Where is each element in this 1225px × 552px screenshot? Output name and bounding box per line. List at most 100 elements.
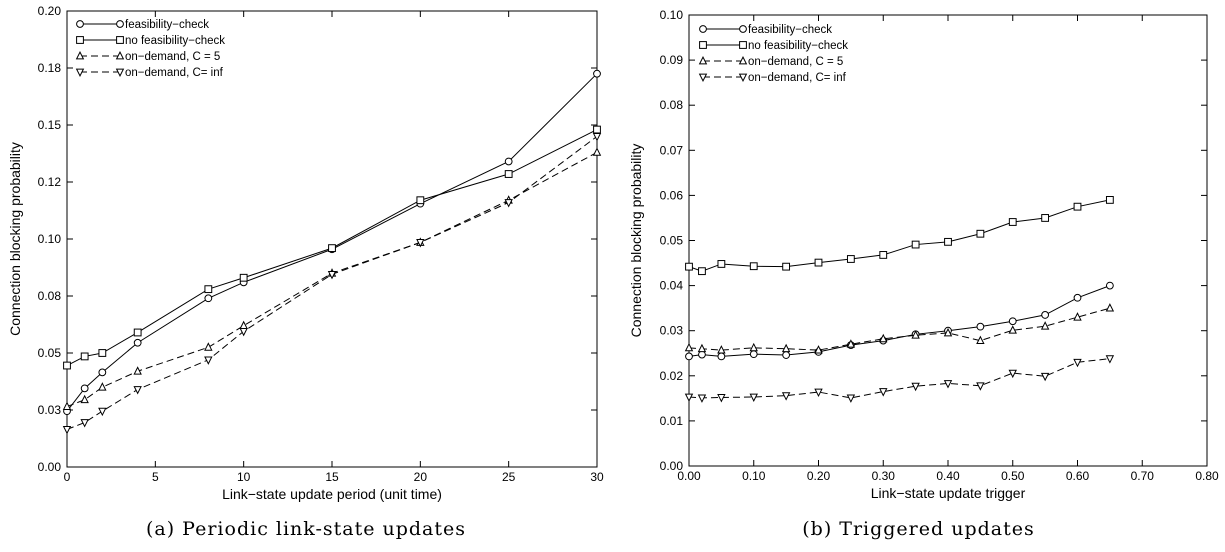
data-point (80, 384, 89, 393)
y-tick-label: 0.05 (38, 346, 62, 360)
y-tick-label: 0.05 (660, 234, 684, 248)
data-point (1040, 372, 1050, 382)
chart-b-x-axis: 0.00 0.10 0.20 0.30 0.40 0.50 0.60 0.70 0.80 (677, 15, 1219, 483)
y-tick-label: 0.06 (660, 188, 684, 202)
chart-panel-b: 0.00 0.10 0.20 0.30 0.40 0.50 0.60 0.70 0.80 0.00… (612, 0, 1225, 552)
legend-marker (738, 55, 748, 65)
data-point (943, 327, 953, 337)
data-point (593, 125, 601, 134)
chart-b-series-2 (685, 196, 1114, 276)
y-tick-label: 0.20 (38, 4, 62, 18)
data-point (976, 335, 985, 345)
y-tick-label: 0.04 (660, 279, 684, 293)
y-tick-label: 0.12 (38, 175, 62, 189)
data-point (1073, 312, 1082, 321)
x-tick-label: 0.00 (677, 469, 701, 483)
data-point (80, 352, 89, 361)
y-tick-label: 0.15 (38, 118, 62, 132)
data-point (781, 392, 791, 401)
chart-a-x-axis: 0 5 10 15 20 25 30 (64, 11, 604, 484)
data-point (1105, 281, 1114, 290)
series-line (688, 358, 1110, 399)
data-point (328, 244, 336, 253)
data-point (1105, 303, 1115, 312)
x-tick-label: 30 (590, 470, 604, 484)
data-point (1073, 202, 1082, 211)
chart-b-x-axis-title: Link−state update trigger (871, 485, 1026, 501)
legend-marker (739, 41, 747, 49)
y-tick-label: 0.07 (660, 143, 684, 157)
data-point (685, 262, 693, 271)
data-point (98, 382, 107, 391)
data-point (204, 285, 213, 294)
legend-marker (116, 20, 124, 28)
legend-label: feasibility−check (748, 24, 832, 36)
legend-label: no feasibility−check (748, 40, 848, 52)
data-point (846, 255, 855, 263)
data-point (416, 196, 425, 205)
data-point (80, 419, 89, 428)
data-point (698, 267, 706, 276)
data-point (1105, 196, 1114, 204)
legend-label: on−demand, C = 5 (748, 56, 843, 68)
x-tick-label: 5 (152, 470, 159, 484)
legend-marker (75, 50, 85, 60)
legend-marker (738, 73, 748, 83)
data-point (1073, 358, 1082, 368)
x-tick-label: 0.50 (1001, 469, 1025, 483)
y-tick-label: 0.10 (660, 8, 684, 22)
legend-marker (699, 25, 707, 33)
data-point (846, 339, 856, 348)
chart-b-caption: (b) Triggered updates (802, 518, 1035, 540)
data-point (911, 330, 920, 339)
data-point (1008, 218, 1017, 226)
legend-marker (698, 73, 708, 83)
data-point (133, 338, 142, 347)
series-line (688, 285, 1111, 357)
data-point (846, 394, 856, 403)
data-point (239, 327, 248, 337)
legend-marker (699, 41, 707, 49)
data-point (782, 262, 791, 271)
data-point (749, 393, 758, 403)
chart-panel-a: 0 5 10 15 20 25 30 0.00 0.03 0.05 0.08 0.10 0.12 0.15… (0, 0, 612, 552)
x-tick-label: 20 (414, 470, 428, 484)
x-tick-label: 15 (325, 470, 339, 484)
data-point (1040, 321, 1050, 330)
chart-a-y-axis-title: Connection blocking probability (7, 142, 23, 336)
y-tick-label: 0.00 (660, 459, 684, 473)
x-tick-label: 10 (237, 470, 251, 484)
series-line (66, 151, 598, 408)
chart-b-y-axis-title: Connection blocking probability (628, 144, 644, 338)
y-tick-label: 0.08 (660, 98, 684, 112)
data-point (879, 333, 888, 343)
data-point (133, 366, 142, 375)
legend-marker (115, 68, 125, 78)
data-point (717, 345, 726, 354)
legend-marker (739, 25, 747, 33)
data-point (698, 350, 706, 359)
data-point (814, 345, 823, 354)
series-line (66, 129, 598, 366)
x-tick-label: 0.10 (742, 469, 766, 483)
data-point (1008, 369, 1017, 379)
y-tick-label: 0.09 (660, 53, 684, 67)
data-point (1008, 317, 1017, 326)
data-point (749, 350, 758, 359)
data-point (976, 229, 985, 238)
chart-a-y-axis: 0.00 0.03 0.05 0.08 0.10 0.12 0.15 0.18 0.20 (38, 4, 597, 474)
y-tick-label: 0.18 (38, 61, 62, 75)
y-tick-label: 0.03 (660, 324, 684, 338)
data-point (504, 170, 513, 178)
data-point (782, 351, 791, 359)
y-tick-label: 0.10 (38, 232, 62, 246)
data-point (204, 356, 213, 365)
x-tick-label: 25 (502, 470, 516, 484)
data-point (98, 407, 107, 417)
legend-label: on−demand, C = 5 (125, 51, 220, 63)
series-line (66, 135, 598, 430)
data-point (1105, 355, 1115, 364)
legend-label: on−demand, C= inf (748, 72, 847, 84)
y-tick-label: 0.01 (660, 414, 684, 428)
data-point (685, 352, 693, 361)
